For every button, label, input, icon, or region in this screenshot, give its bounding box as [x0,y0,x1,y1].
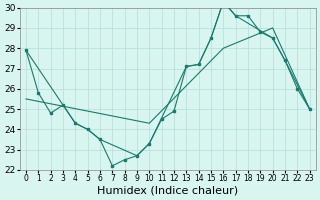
X-axis label: Humidex (Indice chaleur): Humidex (Indice chaleur) [97,186,238,196]
